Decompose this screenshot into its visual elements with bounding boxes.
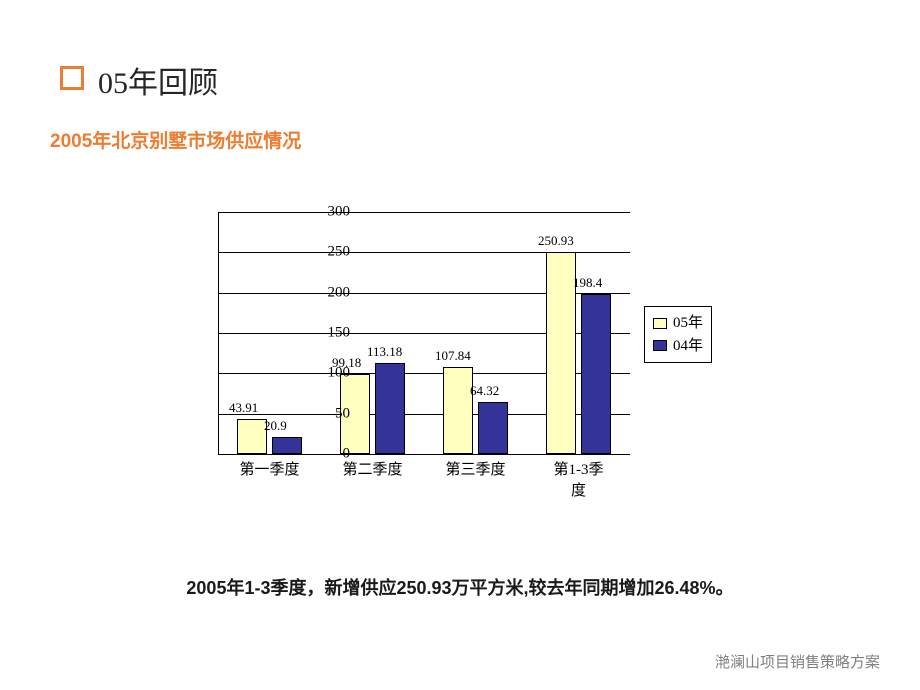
bar <box>272 437 302 454</box>
caption: 2005年1-3季度，新增供应250.93万平方米,较去年同期增加26.48%。 <box>0 574 920 600</box>
subtitle: 2005年北京别墅市场供应情况 <box>50 126 301 153</box>
x-tick-label: 第1-3季 度 <box>534 460 624 502</box>
page-title: 05年回顾 <box>98 58 218 102</box>
legend-swatch-04 <box>653 340 667 351</box>
y-tick-label: 50 <box>335 405 350 422</box>
bar-value-label: 250.93 <box>538 233 574 249</box>
x-tick-label: 第二季度 <box>328 460 418 481</box>
bar-value-label: 43.91 <box>229 400 258 416</box>
bar <box>478 402 508 454</box>
y-tick-label: 150 <box>328 325 351 342</box>
bar <box>546 252 576 454</box>
x-tick-label: 第三季度 <box>431 460 521 481</box>
bar <box>581 294 611 454</box>
gridline <box>218 454 630 455</box>
slide: 05年回顾 2005年北京别墅市场供应情况 43.9120.999.18113.… <box>0 0 920 690</box>
legend: 05年 04年 <box>644 306 712 363</box>
legend-label-05: 05年 <box>673 312 703 335</box>
legend-item-04: 04年 <box>653 335 703 358</box>
x-tick-label: 第一季度 <box>225 460 315 481</box>
bar-value-label: 113.18 <box>367 344 402 360</box>
bar-value-label: 64.32 <box>470 383 499 399</box>
bar-value-label: 198.4 <box>573 275 602 291</box>
y-tick-label: 100 <box>328 365 351 382</box>
legend-label-04: 04年 <box>673 335 703 358</box>
bar-value-label: 107.84 <box>435 348 471 364</box>
bar-value-label: 20.9 <box>264 418 287 434</box>
bar-chart: 43.9120.999.18113.18107.8464.32250.93198… <box>170 192 770 532</box>
bar <box>443 367 473 454</box>
y-tick-label: 200 <box>328 284 351 301</box>
legend-item-05: 05年 <box>653 312 703 335</box>
header: 05年回顾 <box>60 58 218 102</box>
y-tick-label: 250 <box>328 244 351 261</box>
legend-swatch-05 <box>653 318 667 329</box>
bars-layer: 43.9120.999.18113.18107.8464.32250.93198… <box>218 212 630 454</box>
bar <box>237 419 267 454</box>
bullet-square-icon <box>60 66 84 90</box>
bar <box>375 363 405 454</box>
footer-text: 滟澜山项目销售策略方案 <box>715 651 880 672</box>
y-tick-label: 300 <box>328 204 351 221</box>
